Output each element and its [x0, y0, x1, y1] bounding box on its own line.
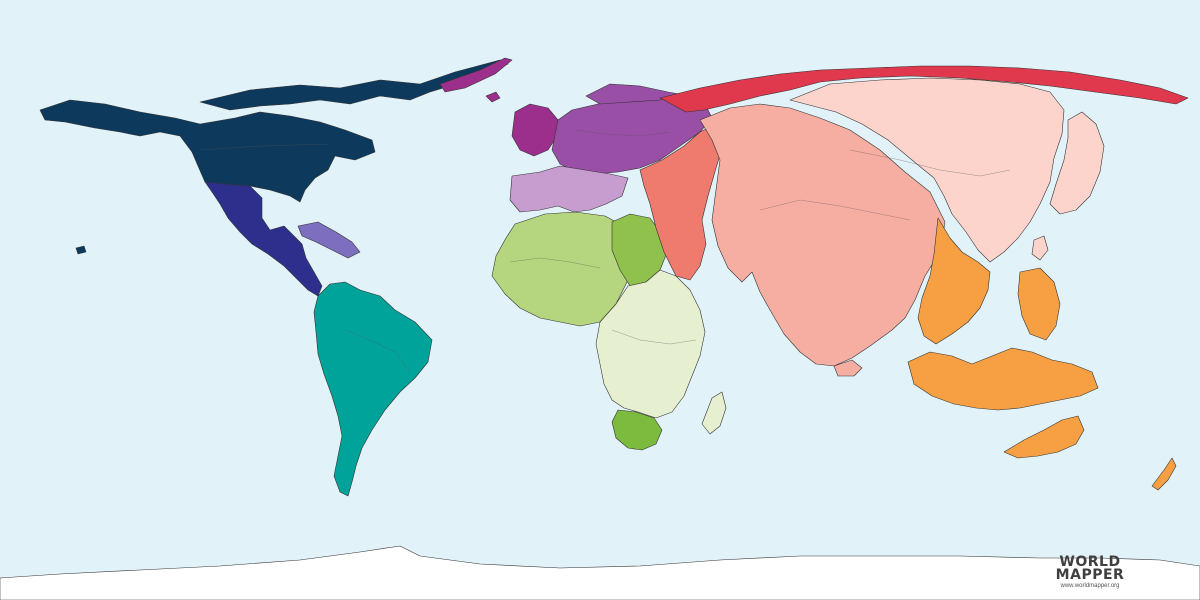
region-south-asia — [699, 103, 946, 367]
region-north-america — [39, 99, 376, 203]
worldmapper-logo: WORLD MAPPER www.worldmapper.org — [1040, 554, 1140, 590]
region-antarctica — [0, 545, 1200, 600]
country-border-africa-1 — [509, 257, 601, 269]
country-border-brazil — [344, 329, 411, 373]
country-border-africa-2 — [611, 329, 697, 345]
region-hawaii — [75, 245, 87, 255]
region-western-europe — [511, 103, 559, 157]
region-central-africa — [595, 269, 706, 419]
region-greenland — [439, 57, 513, 93]
region-southeast-asia — [917, 217, 991, 345]
region-philippines — [1017, 267, 1061, 341]
region-south-america — [313, 281, 433, 497]
region-north-africa — [491, 211, 629, 327]
country-border-canada-usa — [199, 143, 331, 151]
region-east-asia — [789, 77, 1065, 263]
region-japan — [1049, 111, 1105, 215]
region-new-zealand — [1151, 457, 1177, 491]
region-southern-europe — [509, 165, 629, 213]
logo-url: www.worldmapper.org — [1060, 583, 1120, 589]
region-iceland — [485, 91, 501, 103]
region-southern-africa — [611, 409, 663, 451]
region-indonesia — [907, 347, 1099, 411]
region-middle-east — [639, 123, 725, 281]
country-border-india — [759, 199, 911, 221]
region-taiwan — [1031, 235, 1049, 261]
logo-line-2: MAPPER — [1055, 567, 1125, 583]
region-caribbean — [297, 221, 361, 259]
region-sri-lanka — [833, 359, 863, 377]
region-australia-east — [1003, 415, 1085, 459]
region-madagascar — [701, 391, 727, 435]
country-border-china — [849, 149, 1011, 177]
logo-line-1: WORLD — [1059, 554, 1121, 570]
region-russia — [659, 65, 1189, 113]
country-border-europe — [574, 129, 671, 137]
region-central-america — [204, 181, 323, 297]
